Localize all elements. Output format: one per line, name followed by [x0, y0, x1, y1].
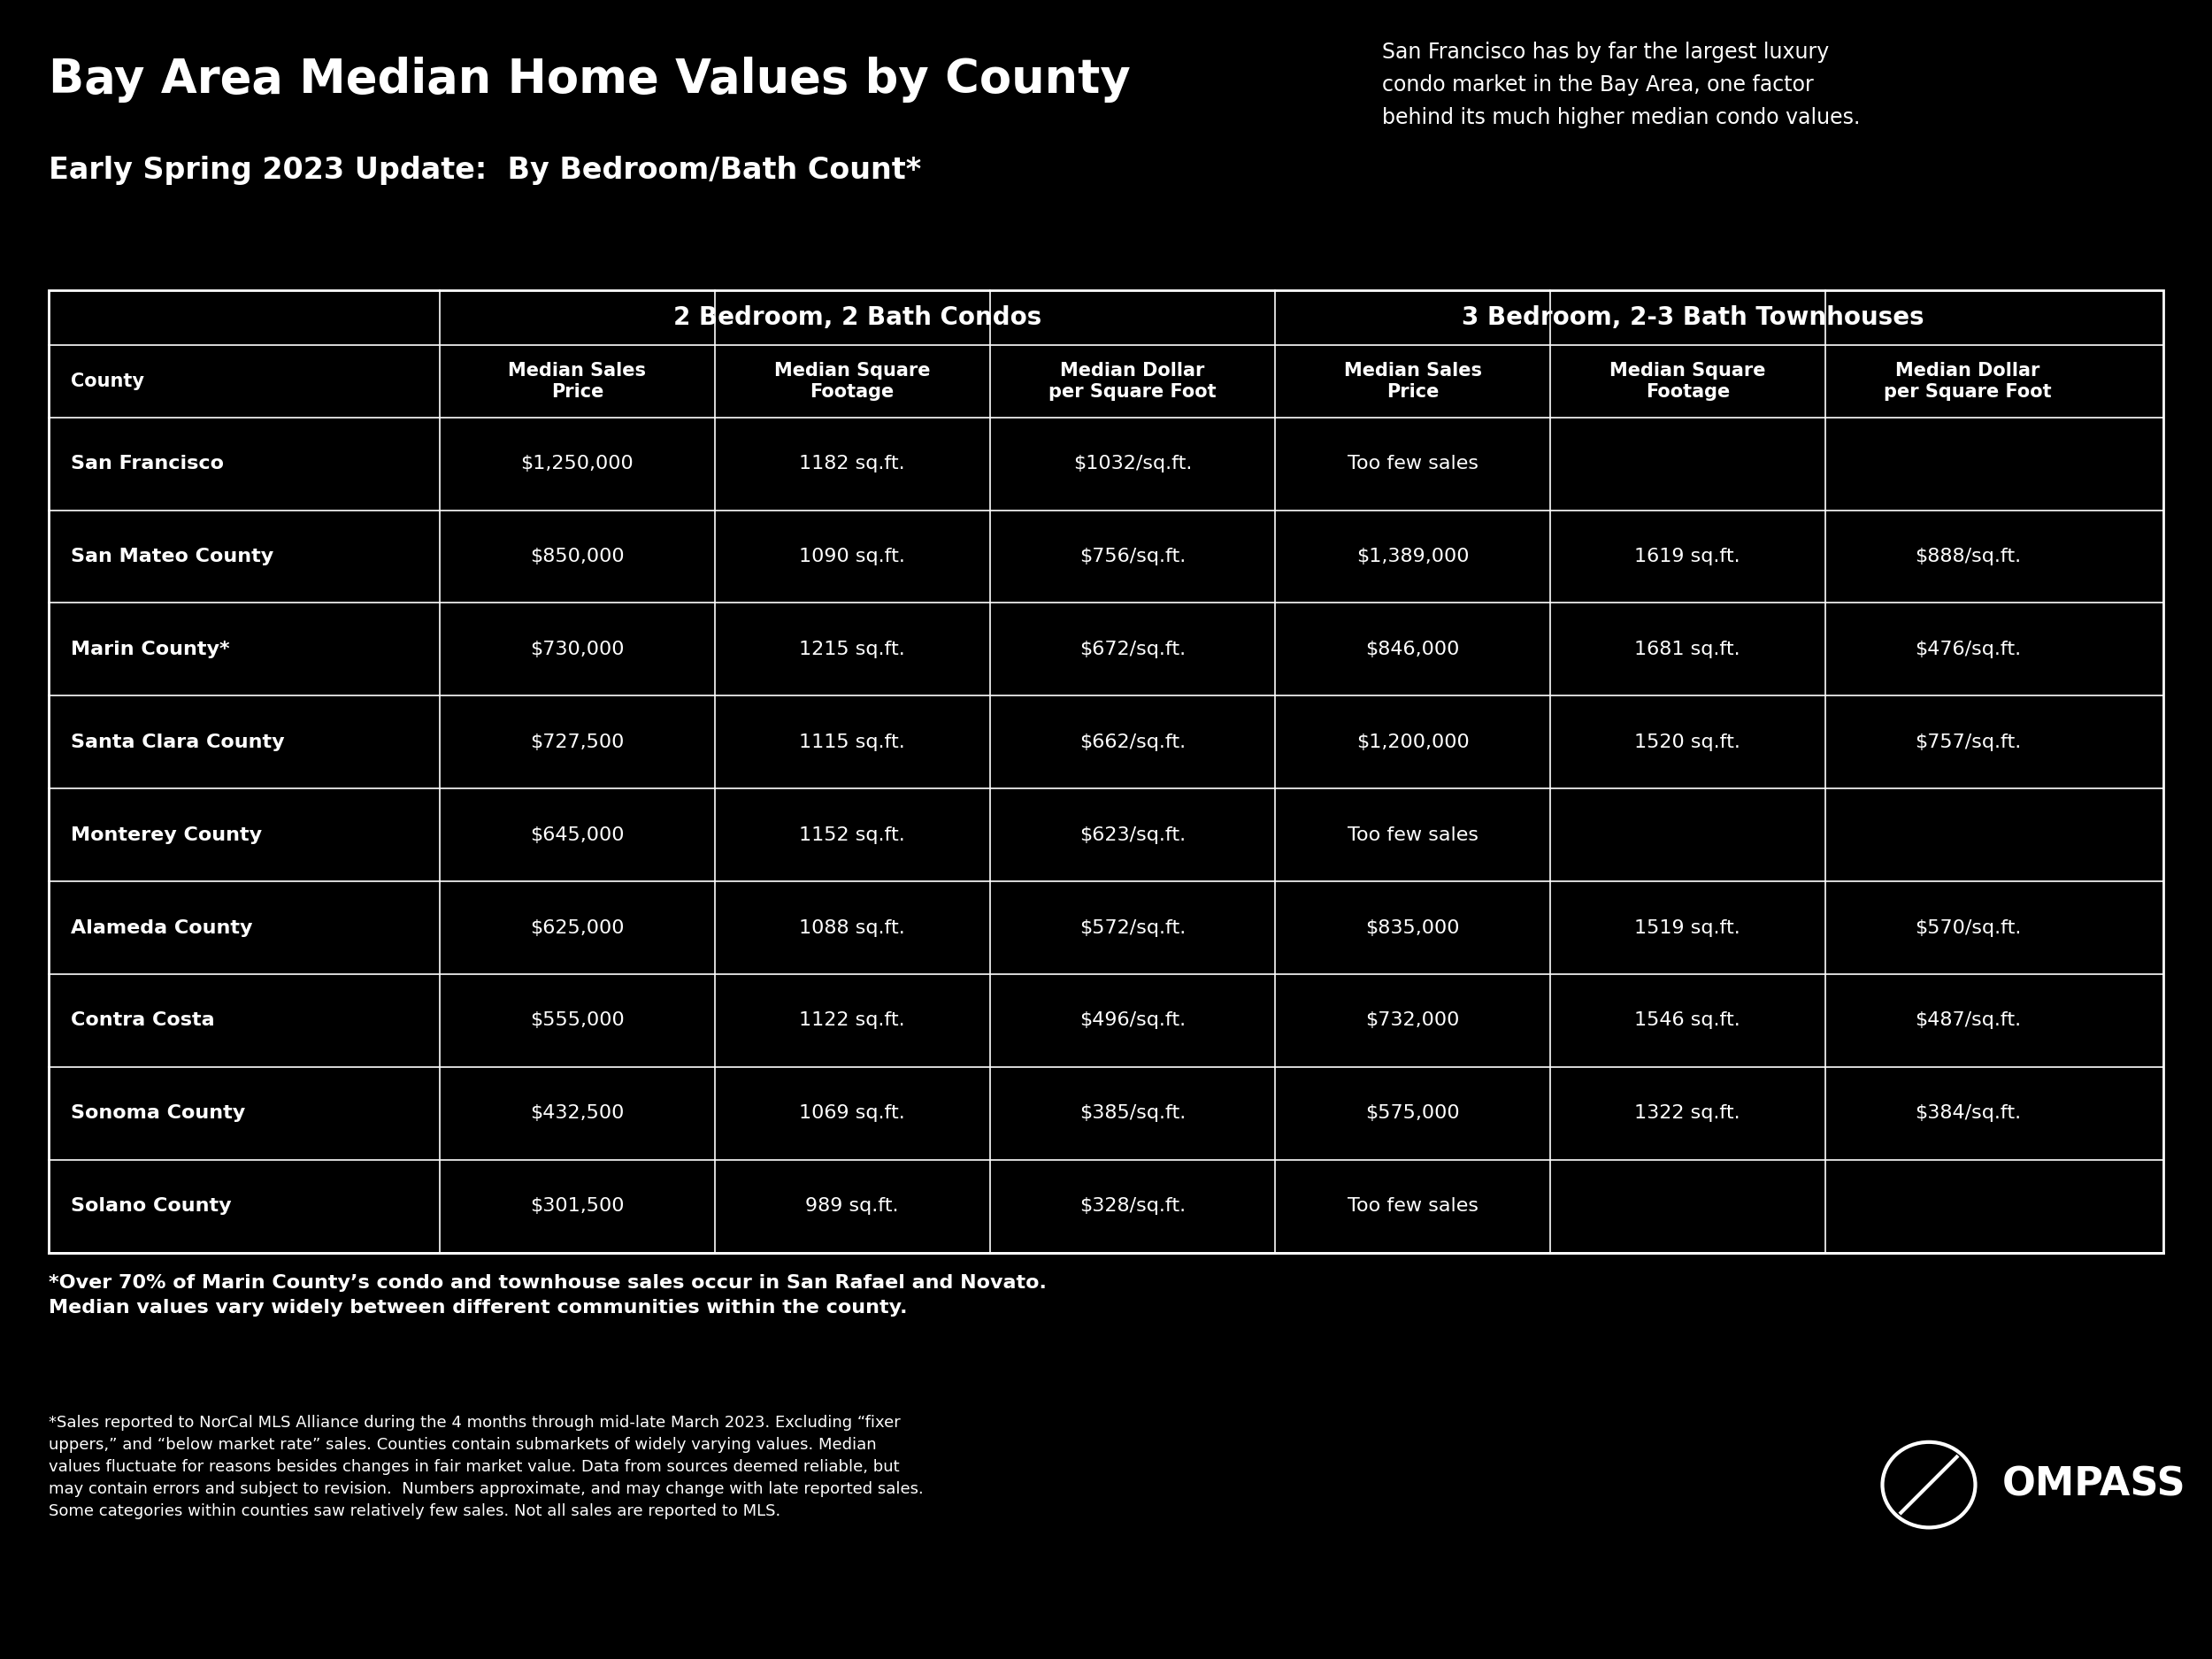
Text: Median Dollar
per Square Foot: Median Dollar per Square Foot [1048, 362, 1217, 401]
Text: $756/sq.ft.: $756/sq.ft. [1079, 547, 1186, 566]
Text: $672/sq.ft.: $672/sq.ft. [1079, 640, 1186, 659]
Text: $1,250,000: $1,250,000 [520, 455, 635, 473]
Text: $625,000: $625,000 [531, 919, 624, 937]
Text: San Francisco has by far the largest luxury
condo market in the Bay Area, one fa: San Francisco has by far the largest lux… [1382, 41, 1860, 129]
Text: 989 sq.ft.: 989 sq.ft. [805, 1198, 898, 1214]
Text: 1182 sq.ft.: 1182 sq.ft. [799, 455, 905, 473]
Text: Median Square
Footage: Median Square Footage [1610, 362, 1765, 401]
Text: $385/sq.ft.: $385/sq.ft. [1079, 1105, 1186, 1121]
Text: $623/sq.ft.: $623/sq.ft. [1079, 826, 1186, 844]
Text: $328/sq.ft.: $328/sq.ft. [1079, 1198, 1186, 1214]
Text: $301,500: $301,500 [531, 1198, 624, 1214]
Text: 1115 sq.ft.: 1115 sq.ft. [799, 733, 905, 752]
Text: $1032/sq.ft.: $1032/sq.ft. [1073, 455, 1192, 473]
Text: $846,000: $846,000 [1365, 640, 1460, 659]
Text: $662/sq.ft.: $662/sq.ft. [1079, 733, 1186, 752]
Text: $730,000: $730,000 [531, 640, 624, 659]
Text: Monterey County: Monterey County [71, 826, 261, 844]
Text: $572/sq.ft.: $572/sq.ft. [1079, 919, 1186, 937]
Text: San Francisco: San Francisco [71, 455, 223, 473]
Text: 3 Bedroom, 2-3 Bath Townhouses: 3 Bedroom, 2-3 Bath Townhouses [1462, 305, 1924, 330]
Text: *Sales reported to NorCal MLS Alliance during the 4 months through mid-late Marc: *Sales reported to NorCal MLS Alliance d… [49, 1415, 925, 1520]
Text: Solano County: Solano County [71, 1198, 232, 1214]
Text: $732,000: $732,000 [1365, 1012, 1460, 1029]
Text: OMPASS: OMPASS [2002, 1467, 2185, 1503]
Text: Early Spring 2023 Update:  By Bedroom/Bath Count*: Early Spring 2023 Update: By Bedroom/Bat… [49, 156, 922, 186]
Text: $757/sq.ft.: $757/sq.ft. [1916, 733, 2022, 752]
Text: 1619 sq.ft.: 1619 sq.ft. [1635, 547, 1741, 566]
Text: Sonoma County: Sonoma County [71, 1105, 246, 1121]
Text: Marin County*: Marin County* [71, 640, 230, 659]
Text: Alameda County: Alameda County [71, 919, 252, 937]
Text: $476/sq.ft.: $476/sq.ft. [1916, 640, 2022, 659]
Text: Median Square
Footage: Median Square Footage [774, 362, 931, 401]
Text: $1,389,000: $1,389,000 [1356, 547, 1469, 566]
Text: 1546 sq.ft.: 1546 sq.ft. [1635, 1012, 1741, 1029]
Text: Bay Area Median Home Values by County: Bay Area Median Home Values by County [49, 56, 1130, 103]
Text: Contra Costa: Contra Costa [71, 1012, 215, 1029]
Text: C: C [1920, 1473, 1938, 1496]
Text: $888/sq.ft.: $888/sq.ft. [1916, 547, 2022, 566]
Text: Santa Clara County: Santa Clara County [71, 733, 285, 752]
Text: 1520 sq.ft.: 1520 sq.ft. [1635, 733, 1741, 752]
Text: Too few sales: Too few sales [1347, 826, 1478, 844]
Text: *Over 70% of Marin County’s condo and townhouse sales occur in San Rafael and No: *Over 70% of Marin County’s condo and to… [49, 1274, 1046, 1317]
Ellipse shape [1882, 1442, 1975, 1528]
Text: $1,200,000: $1,200,000 [1356, 733, 1469, 752]
Text: Too few sales: Too few sales [1347, 455, 1478, 473]
Text: Too few sales: Too few sales [1347, 1198, 1478, 1214]
Text: $575,000: $575,000 [1365, 1105, 1460, 1121]
Text: 1322 sq.ft.: 1322 sq.ft. [1635, 1105, 1741, 1121]
Text: $570/sq.ft.: $570/sq.ft. [1913, 919, 2022, 937]
Text: 1519 sq.ft.: 1519 sq.ft. [1635, 919, 1741, 937]
Text: $496/sq.ft.: $496/sq.ft. [1079, 1012, 1186, 1029]
Text: 1122 sq.ft.: 1122 sq.ft. [799, 1012, 905, 1029]
Text: 1088 sq.ft.: 1088 sq.ft. [799, 919, 905, 937]
Text: 1152 sq.ft.: 1152 sq.ft. [799, 826, 905, 844]
Text: 2 Bedroom, 2 Bath Condos: 2 Bedroom, 2 Bath Condos [672, 305, 1042, 330]
Text: $850,000: $850,000 [531, 547, 624, 566]
Text: Median Dollar
per Square Foot: Median Dollar per Square Foot [1885, 362, 2051, 401]
Text: $384/sq.ft.: $384/sq.ft. [1916, 1105, 2022, 1121]
Text: $645,000: $645,000 [531, 826, 624, 844]
Text: Median Sales
Price: Median Sales Price [509, 362, 646, 401]
Bar [49, 290, 2163, 1253]
Text: Median Sales
Price: Median Sales Price [1343, 362, 1482, 401]
Text: 1681 sq.ft.: 1681 sq.ft. [1635, 640, 1741, 659]
Text: San Mateo County: San Mateo County [71, 547, 274, 566]
Text: 1215 sq.ft.: 1215 sq.ft. [799, 640, 905, 659]
Text: $555,000: $555,000 [531, 1012, 624, 1029]
Text: County: County [71, 372, 144, 390]
Text: $727,500: $727,500 [531, 733, 624, 752]
Text: 1069 sq.ft.: 1069 sq.ft. [799, 1105, 905, 1121]
Text: 1090 sq.ft.: 1090 sq.ft. [799, 547, 905, 566]
Text: $487/sq.ft.: $487/sq.ft. [1916, 1012, 2022, 1029]
Text: $835,000: $835,000 [1365, 919, 1460, 937]
Text: $432,500: $432,500 [531, 1105, 624, 1121]
